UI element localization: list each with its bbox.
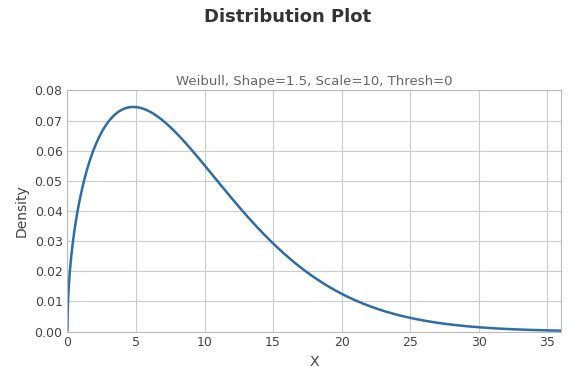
Y-axis label: Density: Density [15,185,29,237]
Title: Weibull, Shape=1.5, Scale=10, Thresh=0: Weibull, Shape=1.5, Scale=10, Thresh=0 [176,75,453,88]
Text: Distribution Plot: Distribution Plot [204,8,372,26]
X-axis label: X: X [309,355,319,369]
